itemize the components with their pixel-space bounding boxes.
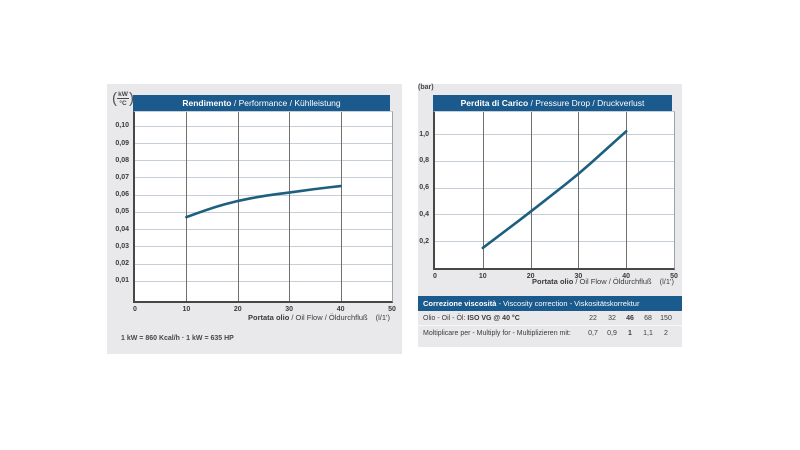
pressure-plot-area: 0,2 0,4 0,6 0,8 1,0 0 10 20 30 40 50: [419, 111, 678, 280]
x-tick-label: 20: [526, 273, 535, 280]
x-axis-unit: (l/1'): [375, 313, 390, 322]
paren-close: ): [129, 90, 134, 107]
y-unit-numerator: kW: [118, 90, 128, 98]
vertical-gridline: [340, 112, 342, 301]
x-tick-label: 20: [233, 306, 242, 313]
y-axis-unit-kw-per-degc: ( kW °C ): [112, 90, 134, 107]
performance-x-axis-label: Portata olio / Oil Flow / Öldurchfluß (l/…: [248, 313, 390, 322]
chart-title-rest: / Performance / Kühlleistung: [231, 98, 341, 108]
multiplier-row-label: Moltiplicare per - Multiply for - Multip…: [423, 330, 571, 337]
vertical-gridline: [186, 112, 188, 301]
x-tick-label: 0: [433, 273, 437, 280]
viscosity-oil-row: Olio - Oil - Öl: ISO VG @ 40 °C 22 32 46…: [418, 311, 682, 326]
horizontal-gridline: [435, 241, 674, 243]
chart-title-rest: / Pressure Drop / Druckverlust: [528, 98, 645, 108]
y-unit-denominator: °C: [119, 99, 127, 107]
multiplier-value: 0,7: [588, 330, 598, 337]
performance-chart-title-bar: Rendimento / Performance / Kühlleistung: [133, 95, 390, 111]
x-tick-label: 40: [336, 306, 345, 313]
y-tick-label: 0,10: [115, 122, 129, 130]
x-tick-label: 40: [622, 273, 631, 280]
y-tick-label: 0,02: [115, 260, 129, 268]
pressure-drop-chart-panel: (bar) Perdita di Carico / Pressure Drop …: [418, 84, 682, 347]
x-axis-label-rest: / Oil Flow / Öldurchfluß: [289, 313, 368, 322]
horizontal-gridline: [135, 263, 392, 265]
x-axis-label-bold: Portata olio: [532, 277, 574, 286]
horizontal-gridline: [135, 177, 392, 179]
y-tick-label: 0,08: [115, 156, 129, 164]
iso-vg-value: 150: [660, 315, 672, 322]
oil-row-label-bold: ISO VG @ 40 °C: [467, 315, 520, 322]
x-tick-label: 10: [182, 306, 191, 313]
y-tick-label: 0,8: [419, 157, 429, 165]
paren-open: (: [112, 90, 117, 107]
horizontal-gridline: [135, 160, 392, 162]
y-tick-label: 0,4: [419, 210, 429, 218]
oil-row-label: Olio - Oil - Öl:: [423, 315, 468, 322]
horizontal-gridline: [435, 134, 674, 135]
x-axis-unit: (l/1'): [659, 277, 674, 286]
data-curve-layer: [185, 184, 342, 219]
vertical-gridline: [530, 112, 532, 268]
x-axis-label-bold: Portata olio: [248, 313, 290, 322]
horizontal-gridline: [135, 246, 392, 248]
y-tick-label: 0,04: [115, 225, 129, 233]
conversion-footnote: 1 kW = 860 Kcal/h · 1 kW = 635 HP: [121, 335, 234, 342]
data-curve-layer: [481, 130, 628, 250]
horizontal-gridline: [135, 125, 392, 127]
data-curve: [185, 184, 342, 219]
horizontal-gridline: [435, 160, 674, 162]
y-tick-label: 0,2: [419, 237, 429, 245]
horizontal-gridline: [435, 187, 674, 189]
viscosity-multiplier-row: Moltiplicare per - Multiply for - Multip…: [418, 326, 682, 341]
pressure-chart-title-bar: Perdita di Carico / Pressure Drop / Druc…: [433, 95, 672, 111]
horizontal-gridline: [135, 280, 392, 282]
x-tick-label: 50: [670, 273, 678, 280]
iso-vg-value: 32: [608, 315, 616, 322]
viscosity-header-bold: Correzione viscosità: [423, 299, 497, 308]
y-tick-label: 1,0: [419, 130, 429, 138]
x-tick-label: 30: [285, 306, 294, 313]
pressure-x-axis-label: Portata olio / Oil Flow / Öldurchfluß (l/…: [532, 277, 674, 286]
performance-plot-area: 0,01 0,02 0,03 0,04 0,05 0,06 0,07 0,08 0,09 0,10…: [115, 111, 396, 313]
fraction-line: [117, 98, 129, 99]
y-tick-label: 0,05: [115, 208, 129, 216]
chart-title-bold: Rendimento: [182, 98, 232, 108]
vertical-gridline: [626, 112, 628, 268]
x-tick-label: 50: [388, 306, 396, 313]
performance-chart-panel: ( kW °C ) Rendimento / Performance / Küh…: [107, 84, 402, 354]
horizontal-gridline: [435, 214, 674, 216]
x-tick-label: 30: [574, 273, 583, 280]
y-tick-label: 0,01: [115, 277, 129, 285]
multiplier-value: 1,1: [643, 330, 653, 337]
horizontal-gridline: [135, 143, 392, 145]
horizontal-gridline: [135, 211, 392, 213]
multiplier-value-highlight: 1: [628, 330, 632, 337]
y-tick-label: 0,06: [115, 191, 129, 199]
y-tick-label: 0,07: [115, 173, 129, 181]
x-tick-label: 0: [133, 306, 137, 313]
x-tick-label: 10: [478, 273, 487, 280]
iso-vg-value: 22: [589, 315, 597, 322]
vertical-gridline: [482, 112, 484, 268]
horizontal-gridline: [135, 229, 392, 231]
y-tick-label: 0,03: [115, 242, 129, 250]
vertical-gridline: [289, 112, 291, 301]
iso-vg-value-highlight: 46: [626, 315, 634, 322]
y-tick-label: 0,09: [115, 139, 129, 147]
iso-vg-value: 68: [644, 315, 652, 322]
x-axis-label-rest: / Oil Flow / Öldurchfluß: [573, 277, 652, 286]
y-axis-unit-bar: (bar): [418, 84, 434, 91]
vertical-gridline: [578, 112, 580, 268]
y-tick-label: 0,6: [419, 184, 429, 192]
multiplier-value: 2: [664, 330, 668, 337]
viscosity-correction-header-bar: Correzione viscosità - Viscosity correct…: [418, 296, 682, 311]
vertical-gridline: [237, 112, 239, 301]
viscosity-header-rest: - Viscosity correction - Viskositätskorr…: [496, 299, 640, 308]
multiplier-value: 0,9: [607, 330, 617, 337]
chart-title-bold: Perdita di Carico: [460, 98, 529, 108]
data-curve: [481, 130, 628, 250]
